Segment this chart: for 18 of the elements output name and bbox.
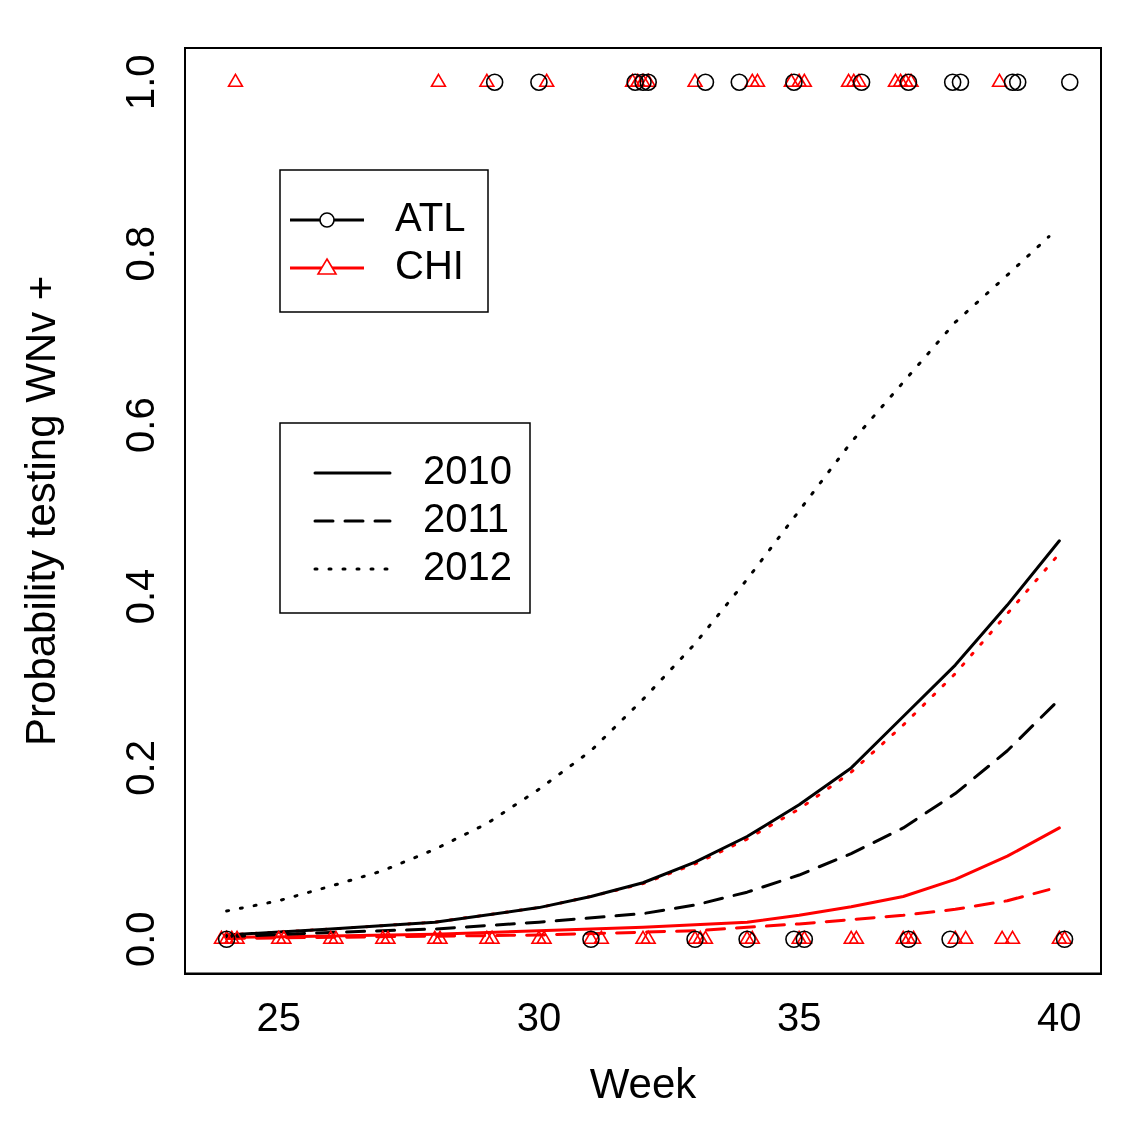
x-tick-label: 25 xyxy=(256,994,301,1039)
x-tick-label: 35 xyxy=(776,994,822,1039)
legend-label: CHI xyxy=(395,243,464,288)
legend-label: ATL xyxy=(395,195,466,240)
legend-label: 2011 xyxy=(423,496,510,541)
y-tick-label: 0.6 xyxy=(118,397,163,453)
line-series xyxy=(225,235,1051,913)
y-tick-label: 0.4 xyxy=(118,568,163,625)
legend-label: 2010 xyxy=(423,448,512,493)
x-tick-label: 40 xyxy=(1037,994,1082,1039)
x-tick-label: 30 xyxy=(516,994,562,1039)
y-tick-label: 0.8 xyxy=(118,225,163,282)
y-tick-label: 1.0 xyxy=(118,54,163,111)
legend-label: 2012 xyxy=(423,544,512,589)
x-axis-title: Week xyxy=(589,1060,698,1108)
y-tick-label: 0.0 xyxy=(118,911,163,968)
y-tick-label: 0.2 xyxy=(118,740,163,796)
y-axis-title: Probability testing WNv + xyxy=(16,275,64,746)
